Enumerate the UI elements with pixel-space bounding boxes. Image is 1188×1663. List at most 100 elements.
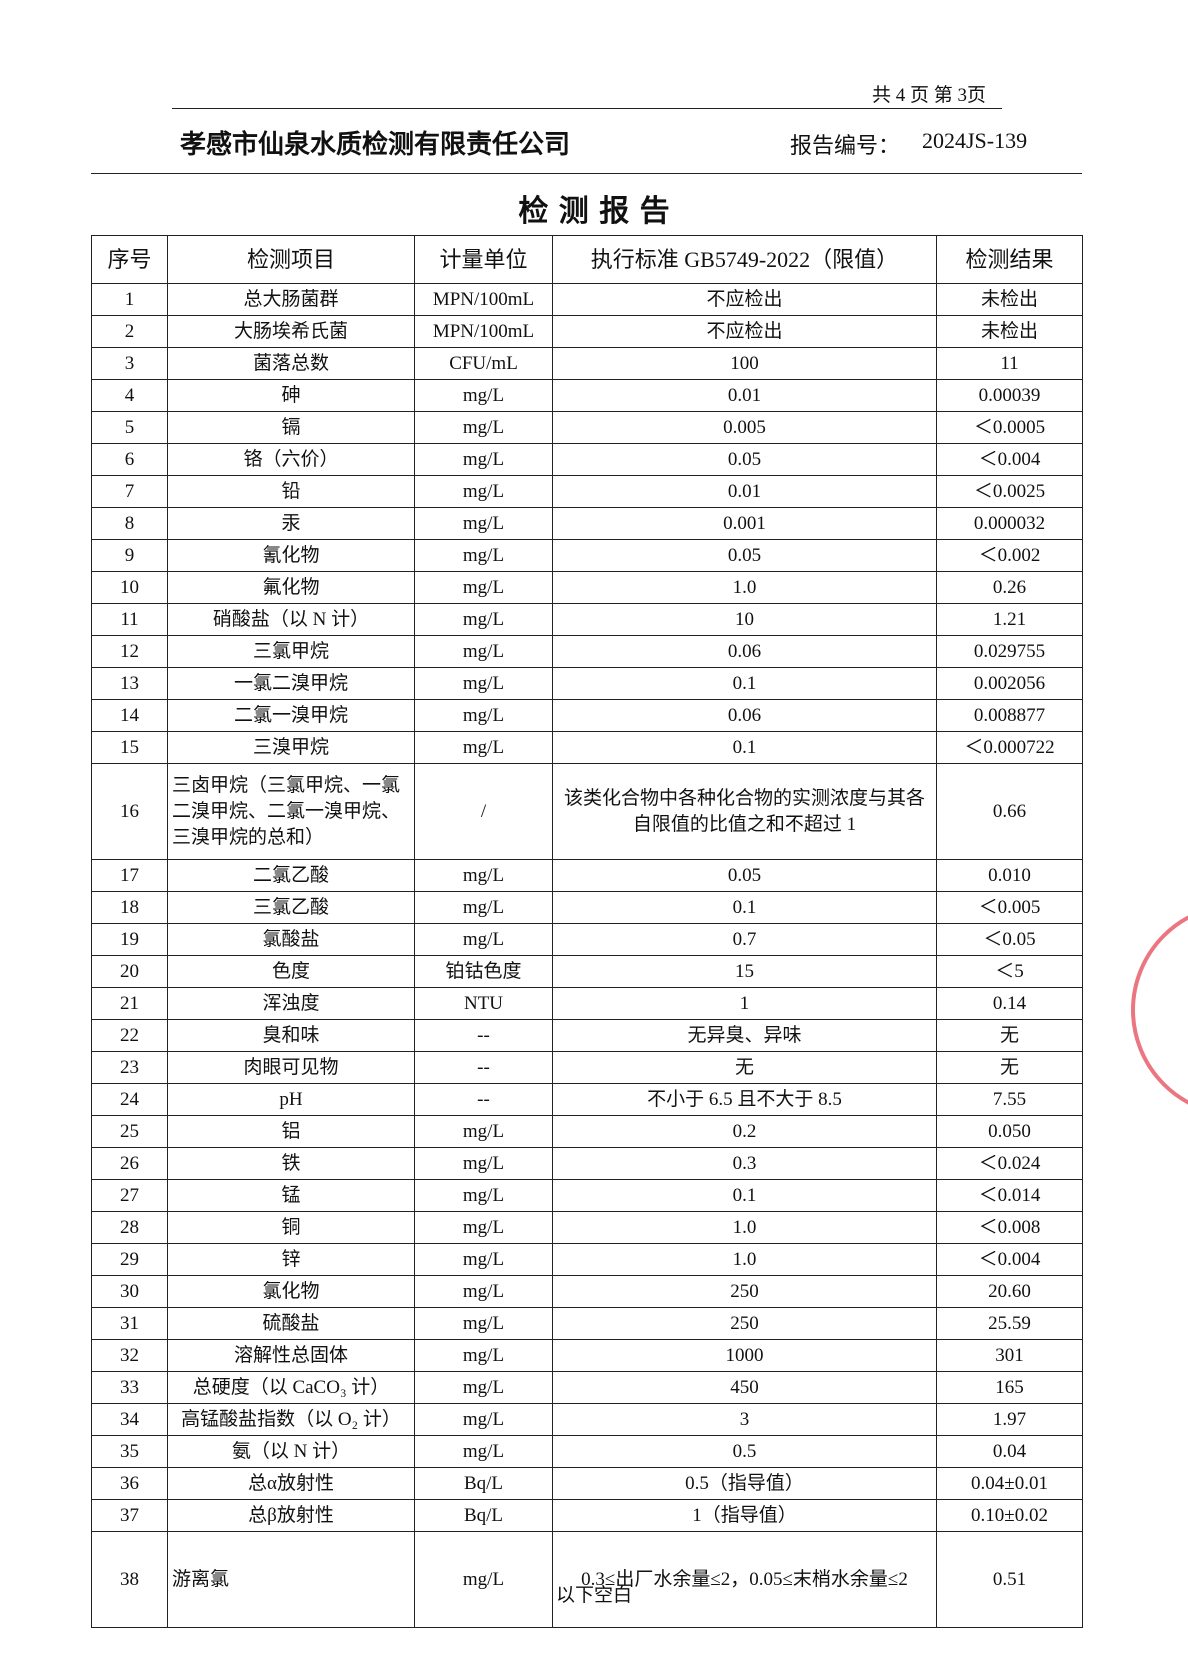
table-cell: 37 [91,1499,168,1532]
table-cell: 31 [91,1307,168,1340]
table-cell: 砷 [167,379,415,412]
table-cell: 12 [91,635,168,668]
table-cell: 13 [91,667,168,700]
table-cell: 1 [552,987,937,1020]
table-cell: / [414,763,553,860]
table-cell: 11 [936,347,1083,380]
table-cell: 0.06 [552,699,937,732]
table-cell: 25.59 [936,1307,1083,1340]
table-cell: 三溴甲烷 [167,731,415,764]
table-cell: 铬（六价） [167,443,415,476]
table-cell: 总硬度（以 CaCO₃ 计） [167,1371,415,1404]
table-cell: 0.1 [552,1179,937,1212]
column-header: 检测结果 [936,235,1083,284]
table-cell: 0.010 [936,859,1083,892]
table-cell: 0.1 [552,731,937,764]
table-cell: 0.10±0.02 [936,1499,1083,1532]
table-row: 16 三卤甲烷（三氯甲烷、一氯二溴甲烷、二氯一溴甲烷、三溴甲烷的总和） / 该类化合物… [91,763,1083,860]
table-cell: mg/L [414,1339,553,1372]
table-cell: 铁 [167,1147,415,1180]
table-row: 28 铜 mg/L 1.0 ＜0.008 [91,1211,1083,1244]
table-cell: 未检出 [936,315,1083,348]
table-cell: 三氯乙酸 [167,891,415,924]
table-row: 12 三氯甲烷 mg/L 0.06 0.029755 [91,635,1083,668]
table-row: 4 砷 mg/L 0.01 0.00039 [91,379,1083,412]
table-cell: 一氯二溴甲烷 [167,667,415,700]
company: 孝感市仙泉水质检测有限责任公司 [180,130,571,160]
table-cell: 0.01 [552,475,937,508]
table-row: 29 锌 mg/L 1.0 ＜0.004 [91,1243,1083,1276]
table-cell: 大肠埃希氏菌 [167,315,415,348]
table-cell: mg/L [414,1179,553,1212]
table-cell: 1 [91,283,168,316]
table-cell: 0.04 [936,1435,1083,1468]
table-cell: mg/L [414,507,553,540]
table-cell: 100 [552,347,937,380]
table-cell: 32 [91,1339,168,1372]
header-row: 序号 检测项目 计量单位 执行标准 GB5749-2022（限值） 检测结果 [91,235,1083,284]
table-row: 11 硝酸盐（以 N 计） mg/L 10 1.21 [91,603,1083,636]
table-cell: mg/L [414,859,553,892]
table-cell: mg/L [414,635,553,668]
table-cell: -- [414,1019,553,1052]
table-cell: 11 [91,603,168,636]
table-cell: 总β放射性 [167,1499,415,1532]
table-cell: 2 [91,315,168,348]
table-row: 7 铅 mg/L 0.01 ＜0.0025 [91,475,1083,508]
table-row: 6 铬（六价） mg/L 0.05 ＜0.004 [91,443,1083,476]
table-cell: 0.7 [552,923,937,956]
table-cell: 250 [552,1307,937,1340]
table-cell: 0.3≤出厂水余量≤2，0.05≤末梢水余量≤2 [552,1531,937,1628]
table-cell: 三氯甲烷 [167,635,415,668]
table-cell: 38 [91,1531,168,1628]
table-row: 2 大肠埃希氏菌 MPN/100mL 不应检出 未检出 [91,315,1083,348]
table-cell: mg/L [414,1211,553,1244]
table-cell: 无异臭、异味 [552,1019,937,1052]
table-cell: 无 [936,1019,1083,1052]
table-cell: 0.5 [552,1435,937,1468]
table-cell: 8 [91,507,168,540]
table-cell: mg/L [414,379,553,412]
table-cell: 0.5（指导值） [552,1467,937,1500]
table-cell: ＜0.000722 [936,731,1083,764]
table-cell: mg/L [414,699,553,732]
table-row: 8 汞 mg/L 0.001 0.000032 [91,507,1083,540]
table-cell: 7 [91,475,168,508]
footer: 以下空白 [555,1585,632,1606]
table-row: 32 溶解性总固体 mg/L 1000 301 [91,1339,1083,1372]
table-cell: 1.0 [552,571,937,604]
table-cell: 35 [91,1435,168,1468]
table-cell: 锰 [167,1179,415,1212]
table-cell: 0.05 [552,443,937,476]
table-cell: mg/L [414,475,553,508]
table-cell: mg/L [414,411,553,444]
table-cell: 0.1 [552,667,937,700]
table-cell: ＜0.005 [936,891,1083,924]
table-cell: 臭和味 [167,1019,415,1052]
table-row: 22 臭和味 -- 无异臭、异味无 [91,1019,1083,1052]
table-cell: MPN/100mL [414,315,553,348]
table-cell: 铜 [167,1211,415,1244]
table-row: 5 镉 mg/L 0.005 ＜0.0005 [91,411,1083,444]
table-cell: 0.1 [552,891,937,924]
table-cell: 0.005 [552,411,937,444]
table-cell: 1000 [552,1339,937,1372]
results-table: 序号 检测项目 计量单位 执行标准 GB5749-2022（限值） 检测结果 1 总大肠菌… [91,235,1083,1628]
report-no-label: 报告编号： [790,133,901,158]
table-row: 17 二氯乙酸 mg/L 0.05 0.010 [91,859,1083,892]
table-row: 35 氨（以 N 计） mg/L 0.5 0.04 [91,1435,1083,1468]
table-cell: 0.14 [936,987,1083,1020]
table-cell: ＜0.004 [936,1243,1083,1276]
table-cell: 该类化合物中各种化合物的实测浓度与其各自限值的比值之和不超过 1 [552,763,937,860]
stamp [1131,915,1188,1105]
table-row: 34 高锰酸盐指数（以 O₂ 计） mg/L 3 1.97 [91,1403,1083,1436]
table-cell: 肉眼可见物 [167,1051,415,1084]
table-cell: 菌落总数 [167,347,415,380]
table-cell: 1.0 [552,1211,937,1244]
table-cell: -- [414,1051,553,1084]
table-cell: 1.0 [552,1243,937,1276]
table-cell: 250 [552,1275,937,1308]
table-cell: 20.60 [936,1275,1083,1308]
table-cell: mg/L [414,603,553,636]
table-cell: 28 [91,1211,168,1244]
